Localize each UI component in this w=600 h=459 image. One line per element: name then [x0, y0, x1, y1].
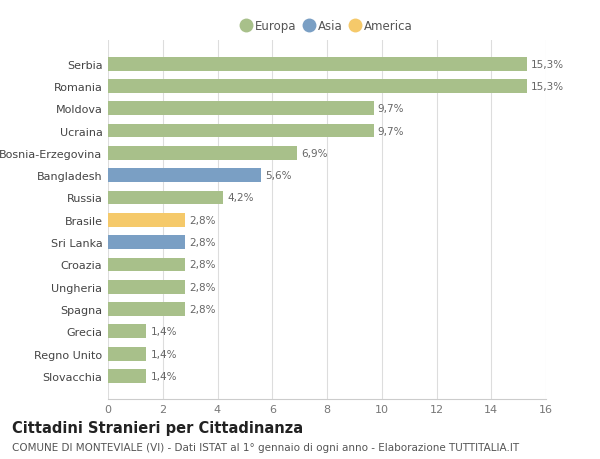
- Text: 15,3%: 15,3%: [531, 60, 564, 69]
- Bar: [108, 57, 527, 72]
- Text: Cittadini Stranieri per Cittadinanza: Cittadini Stranieri per Cittadinanza: [12, 420, 303, 435]
- Bar: [108, 124, 374, 138]
- Text: 1,4%: 1,4%: [151, 371, 177, 381]
- Bar: [108, 169, 261, 183]
- Bar: [108, 258, 185, 272]
- Bar: [108, 102, 374, 116]
- Text: 6,9%: 6,9%: [301, 149, 328, 158]
- Text: 2,8%: 2,8%: [189, 282, 215, 292]
- Bar: [108, 280, 185, 294]
- Bar: [108, 191, 223, 205]
- Bar: [108, 325, 146, 339]
- Text: 5,6%: 5,6%: [265, 171, 292, 181]
- Text: 9,7%: 9,7%: [377, 104, 404, 114]
- Bar: [108, 80, 527, 94]
- Text: COMUNE DI MONTEVIALE (VI) - Dati ISTAT al 1° gennaio di ogni anno - Elaborazione: COMUNE DI MONTEVIALE (VI) - Dati ISTAT a…: [12, 442, 519, 452]
- Bar: [108, 347, 146, 361]
- Text: 15,3%: 15,3%: [531, 82, 564, 92]
- Text: 9,7%: 9,7%: [377, 126, 404, 136]
- Bar: [108, 302, 185, 316]
- Text: 2,8%: 2,8%: [189, 238, 215, 247]
- Bar: [108, 369, 146, 383]
- Bar: [108, 213, 185, 227]
- Legend: Europa, Asia, America: Europa, Asia, America: [238, 17, 416, 37]
- Text: 2,8%: 2,8%: [189, 260, 215, 270]
- Text: 4,2%: 4,2%: [227, 193, 254, 203]
- Bar: [108, 235, 185, 250]
- Text: 1,4%: 1,4%: [151, 349, 177, 359]
- Text: 1,4%: 1,4%: [151, 327, 177, 336]
- Bar: [108, 146, 297, 161]
- Text: 2,8%: 2,8%: [189, 304, 215, 314]
- Text: 2,8%: 2,8%: [189, 215, 215, 225]
